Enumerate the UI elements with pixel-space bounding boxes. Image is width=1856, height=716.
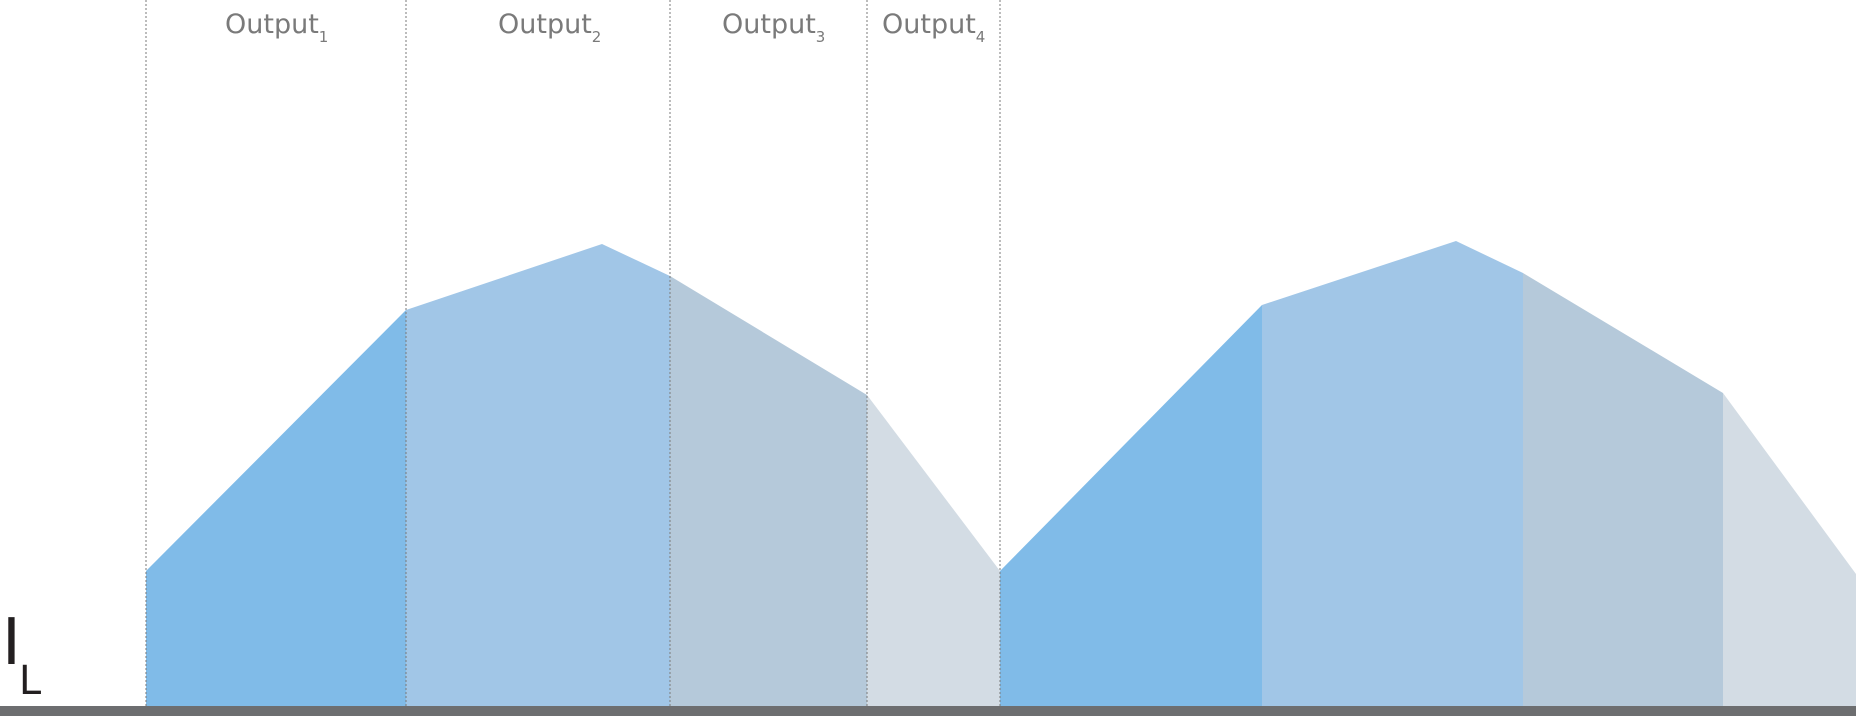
cycle1-output1-segment (146, 310, 406, 707)
phase-label-output-1: Output1 (225, 9, 328, 46)
cycle2-output4-segment (1723, 393, 1856, 707)
baseline-axis (0, 706, 1856, 716)
phase-label-output-3: Output3 (722, 9, 825, 46)
cycle1-output3-segment (670, 276, 867, 707)
cycle2-output1-segment (1000, 305, 1262, 707)
phase-label-output-2: Output2 (498, 9, 601, 46)
cycle2-output2-segment (1262, 241, 1523, 707)
phase-label-output-4: Output4 (882, 9, 985, 46)
cycle1-output4-segment (867, 395, 1000, 707)
cycle2-output3-segment (1523, 273, 1723, 707)
cycle1-output2-segment (406, 244, 670, 707)
